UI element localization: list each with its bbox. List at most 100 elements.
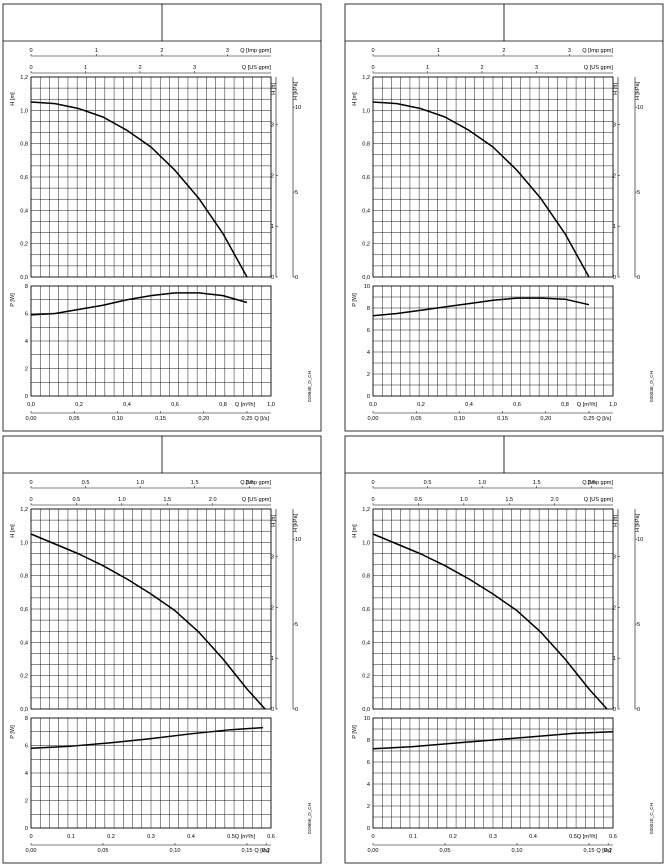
power-tick-label: 10 (364, 284, 370, 290)
m3h-axis-label: Q [m³/h] (235, 402, 256, 408)
power-tick-label: 2 (367, 804, 370, 810)
m3h-tick-label: 0.5 (227, 834, 235, 840)
head-tick-label: 0,6 (20, 607, 28, 613)
power-curve (372, 731, 614, 750)
ls-tick-label: 0,20 (198, 416, 209, 422)
ls-tick-label: 0,10 (454, 416, 465, 422)
m3h-tick-label: 0,0 (27, 402, 35, 408)
us-gpm-tick-label: 1.0 (460, 497, 468, 503)
head-tick-label: 0,4 (362, 640, 370, 646)
us-gpm-tick-label: 2 (480, 65, 483, 71)
power-tick-label: 8 (25, 716, 28, 722)
ls-axis-label: Q [l/s] (596, 848, 611, 854)
ft-tick-label: 3 (271, 123, 274, 129)
head-tick-label: 0,2 (20, 674, 28, 680)
m3h-tick-label: 0.5 (569, 834, 577, 840)
imp-gpm-tick-label: 1.5 (191, 480, 199, 486)
us-gpm-tick-label: 0 (371, 497, 374, 503)
m3h-tick-label: 0.2 (449, 834, 457, 840)
m3h-axis-label: Q [m³/h] (577, 402, 598, 408)
ls-tick-label: 0,20 (540, 416, 551, 422)
head-tick-label: 0,8 (20, 574, 28, 580)
imp-gpm-tick-label: 2 (502, 48, 505, 54)
ft-axis-label: H [ft] (613, 83, 619, 95)
kpa-axis-label: H [kPa] (635, 513, 641, 532)
chart-panel-3: 0 0.5 1.0 1.5 2.0Q [Imp gpm]0 0.5 1.0 1.5 2.0 Q [… (2, 435, 322, 864)
ls-tick-label: 0,00 (26, 848, 37, 854)
head-tick-label: 0,4 (20, 640, 28, 646)
head-plot-frame (30, 76, 272, 278)
power-plot-frame (30, 285, 272, 397)
imp-gpm-axis-label: Q [Imp gpm] (240, 48, 271, 54)
kpa-tick-label: 0 (637, 275, 640, 281)
kpa-tick-label: 10 (637, 105, 643, 111)
power-tick-label: 0 (367, 394, 370, 400)
us-gpm-tick-label: 3 (193, 65, 196, 71)
m3h-tick-label: 0,2 (75, 402, 83, 408)
ls-tick-label: 0,05 (440, 848, 451, 854)
head-tick-label: 1,2 (362, 75, 370, 81)
us-gpm-axis-label: Q [US gpm] (242, 497, 272, 503)
head-tick-label: 0,4 (20, 208, 28, 214)
power-curve (30, 292, 248, 316)
m3h-tick-label: 0,6 (171, 402, 179, 408)
ft-tick-label: 0 (271, 275, 274, 281)
kpa-axis-label: H [kPa] (293, 513, 299, 532)
head-tick-label: 0,6 (362, 607, 370, 613)
power-tick-label: 10 (364, 716, 370, 722)
us-gpm-tick-label: 3 (535, 65, 538, 71)
m3h-tick-label: 0.6 (267, 834, 275, 840)
power-tick-label: 8 (25, 284, 28, 290)
m3h-axis-label: Q [m³/h] (235, 834, 256, 840)
head-tick-label: 1,0 (362, 540, 370, 546)
head-tick-label: 1,2 (362, 507, 370, 513)
ls-tick-label: 0,05 (69, 416, 80, 422)
kpa-tick-label: 5 (295, 622, 298, 628)
head-plot-frame (372, 76, 614, 278)
head-tick-label: 0,6 (20, 175, 28, 181)
power-tick-label: 6 (25, 744, 28, 750)
ls-tick-label: 0,25 (584, 416, 595, 422)
ft-tick-label: 0 (271, 707, 274, 713)
power-tick-label: 4 (25, 339, 28, 345)
power-tick-label: 8 (367, 738, 370, 744)
power-plot-frame (30, 717, 272, 829)
ft-tick-label: 3 (271, 555, 274, 561)
m3h-tick-label: 0.2 (107, 834, 115, 840)
imp-gpm-tick-label: 2.0 (245, 480, 253, 486)
power-tick-label: 0 (367, 826, 370, 832)
head-tick-label: 0,0 (20, 275, 28, 281)
imp-gpm-tick-label: 3 (226, 48, 229, 54)
m3h-tick-label: 0,4 (465, 402, 473, 408)
drawing-code: 02995E_D_CH (307, 803, 312, 834)
m3h-tick-label: 0,0 (369, 402, 377, 408)
head-axis-label: H [m] (352, 92, 358, 106)
kpa-tick-label: 10 (295, 537, 301, 543)
ls-tick-label: 0,00 (26, 416, 37, 422)
ls-tick-label: 0,00 (368, 848, 379, 854)
imp-gpm-tick-label: 1 (95, 48, 98, 54)
ft-tick-label: 0 (613, 707, 616, 713)
m3h-tick-label: 0.4 (529, 834, 537, 840)
kpa-tick-label: 0 (637, 707, 640, 713)
drawing-code: 03003E_D_CH (649, 371, 654, 402)
imp-gpm-tick-label: 0.5 (82, 480, 90, 486)
ft-axis-label: H [ft] (613, 515, 619, 527)
head-curve (30, 533, 266, 710)
chart-panel-2: 0 1 2 3 Q [Imp gpm] 0 1 2 3 Q [US gpm] 0,0 0,2 0,4 0,… (344, 3, 664, 432)
imp-gpm-tick-label: 0.5 (424, 480, 432, 486)
kpa-tick-label: 0 (295, 275, 298, 281)
panel-frame (344, 435, 664, 864)
chart-panel-4: 0 0.5 1.0 1.5 2.0Q [Imp gpm]0 0.5 1.0 1.5 2.0 Q [… (344, 435, 664, 864)
ls-tick-label: 0,05 (411, 416, 422, 422)
ls-tick-label: 0,05 (98, 848, 109, 854)
kpa-tick-label: 5 (637, 622, 640, 628)
kpa-axis-label: H [kPa] (293, 81, 299, 100)
m3h-tick-label: 0.3 (489, 834, 497, 840)
ft-tick-label: 1 (271, 656, 274, 662)
head-tick-label: 0,6 (362, 175, 370, 181)
us-gpm-axis-label: Q [US gpm] (584, 497, 614, 503)
ls-axis-label: Q [l/s] (596, 416, 611, 422)
chart-panel-1: 0 1 2 3 Q [Imp gpm] 0 1 2 3 Q [US gpm] 0,0 0,2 0,4 0,… (2, 3, 322, 432)
head-tick-label: 1,0 (20, 108, 28, 114)
